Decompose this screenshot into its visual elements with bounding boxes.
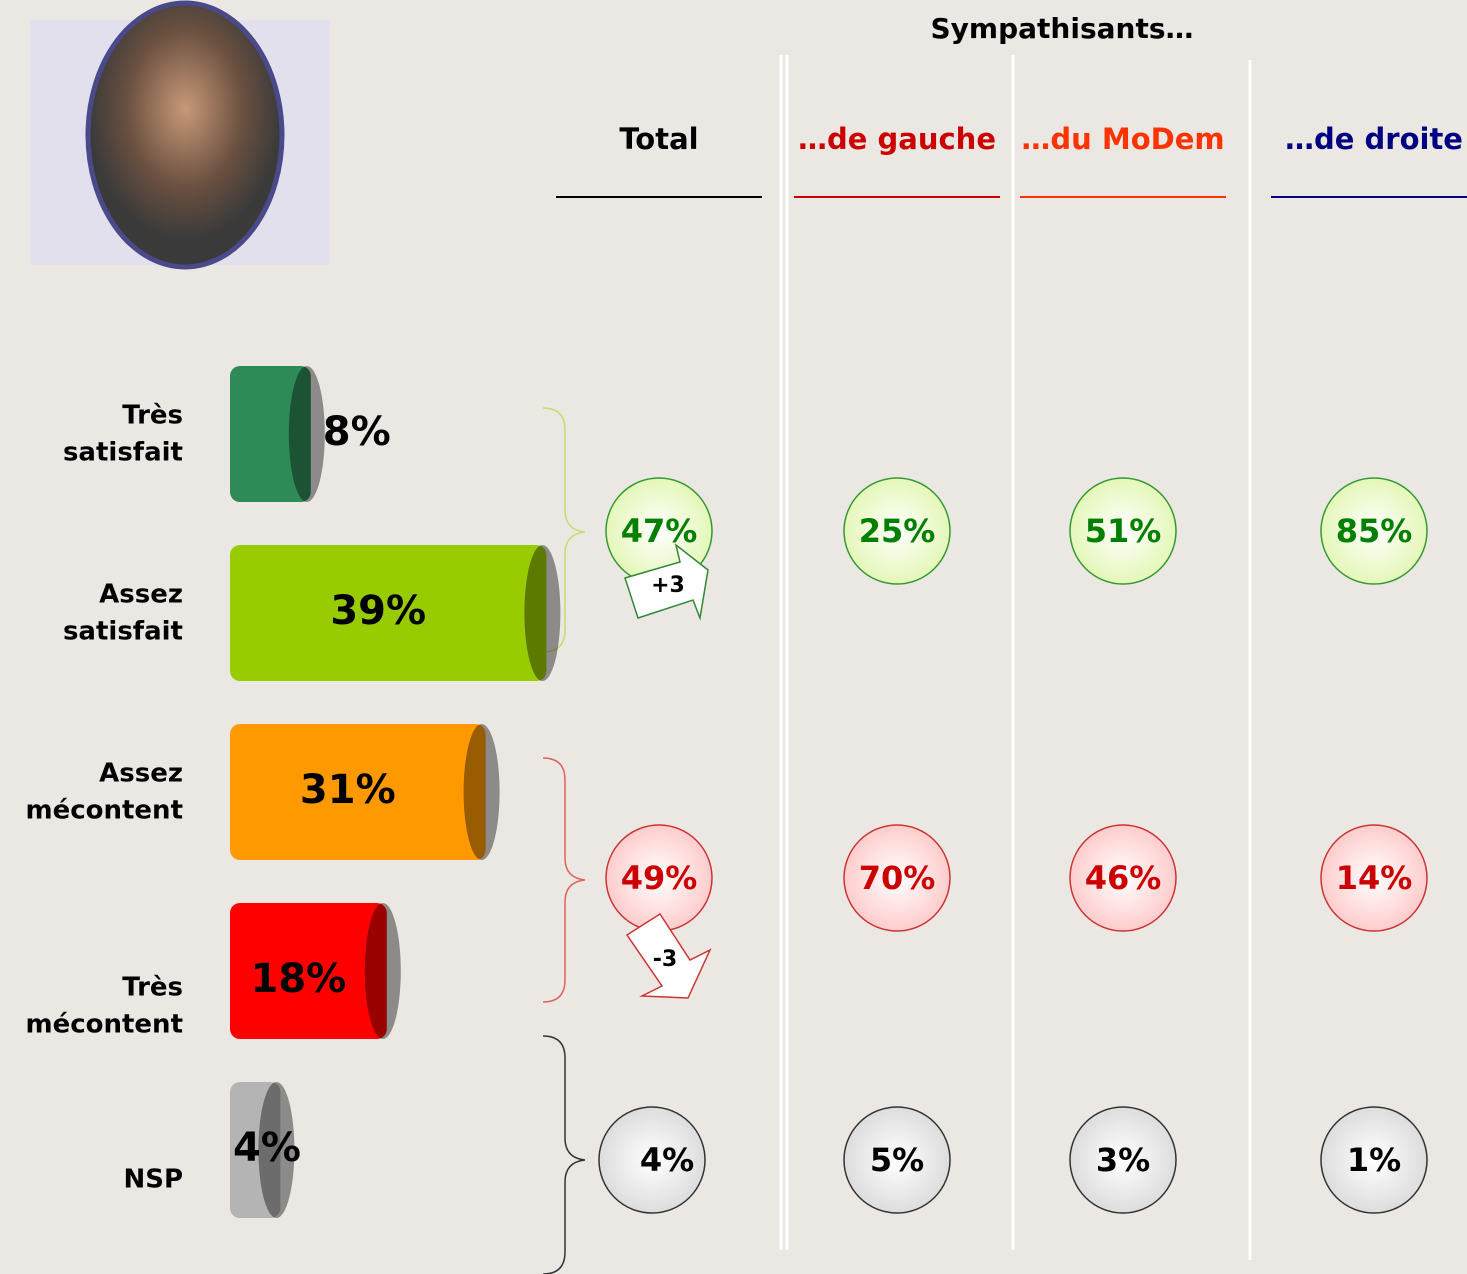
value-label: 39% xyxy=(330,588,426,634)
bar xyxy=(230,545,547,681)
value-label: 18% xyxy=(251,956,347,1002)
bar xyxy=(230,366,311,502)
bar-cap xyxy=(258,1082,295,1218)
bar-cap xyxy=(524,545,561,681)
result-circle xyxy=(1320,1106,1428,1214)
portrait xyxy=(85,0,285,270)
category-label: Assez mécontent xyxy=(25,758,183,825)
category-label: Très mécontent xyxy=(25,972,183,1039)
column-header: Total xyxy=(619,122,698,156)
change-arrow xyxy=(624,543,709,621)
category-label: NSP xyxy=(123,1165,183,1195)
result-value: 3% xyxy=(1096,1141,1150,1179)
result-circle xyxy=(1069,824,1177,932)
change-label: +3 xyxy=(651,573,685,598)
result-value: 14% xyxy=(1336,859,1413,897)
result-circle xyxy=(843,824,951,932)
result-circle xyxy=(1320,477,1428,585)
category-label-line: Assez xyxy=(99,579,183,609)
separators xyxy=(779,55,1252,1260)
category-label-line: Très xyxy=(122,972,183,1002)
category-label-line: satisfait xyxy=(63,437,183,467)
result-circle xyxy=(843,1106,951,1214)
bar xyxy=(230,1082,281,1218)
bar xyxy=(230,903,387,1039)
result-value: 49% xyxy=(621,859,698,897)
brace xyxy=(542,1035,586,1274)
category-label-line: satisfait xyxy=(63,616,183,646)
bar-cap xyxy=(288,366,325,502)
result-value: 4% xyxy=(640,1141,694,1179)
change-label: -3 xyxy=(653,947,677,972)
result-value: 25% xyxy=(859,512,936,550)
category-label-line: mécontent xyxy=(25,795,183,825)
value-label: 8% xyxy=(323,409,391,455)
bar-cap xyxy=(364,903,401,1039)
result-value: 85% xyxy=(1336,512,1413,550)
brace xyxy=(542,407,586,653)
value-label: 31% xyxy=(300,767,396,813)
result-circle xyxy=(1069,1106,1177,1214)
result-value: 1% xyxy=(1347,1141,1401,1179)
category-label-line: Assez xyxy=(99,758,183,788)
bar-cap xyxy=(463,724,500,860)
change-arrow xyxy=(625,912,712,999)
result-circle xyxy=(1320,824,1428,932)
column-header: …du MoDem xyxy=(1021,122,1224,156)
column-header: …de gauche xyxy=(798,122,996,156)
brace xyxy=(542,757,586,1003)
breakdown-title: Sympathisants… xyxy=(931,12,1194,45)
category-label: Très satisfait xyxy=(63,400,183,467)
result-circle xyxy=(598,1106,706,1214)
braces xyxy=(542,407,586,1274)
category-label-line: mécontent xyxy=(25,1009,183,1039)
result-value: 51% xyxy=(1085,512,1162,550)
result-value: 5% xyxy=(870,1141,924,1179)
category-label: Assez satisfait xyxy=(63,579,183,646)
result-value: 70% xyxy=(859,859,936,897)
column-header: …de droite xyxy=(1285,122,1463,156)
result-circle xyxy=(843,477,951,585)
category-label-line: Très xyxy=(122,400,183,430)
result-value: 47% xyxy=(621,512,698,550)
result-value: 46% xyxy=(1085,859,1162,897)
value-label: 4% xyxy=(233,1125,301,1171)
bar xyxy=(230,724,486,860)
result-circle xyxy=(1069,477,1177,585)
